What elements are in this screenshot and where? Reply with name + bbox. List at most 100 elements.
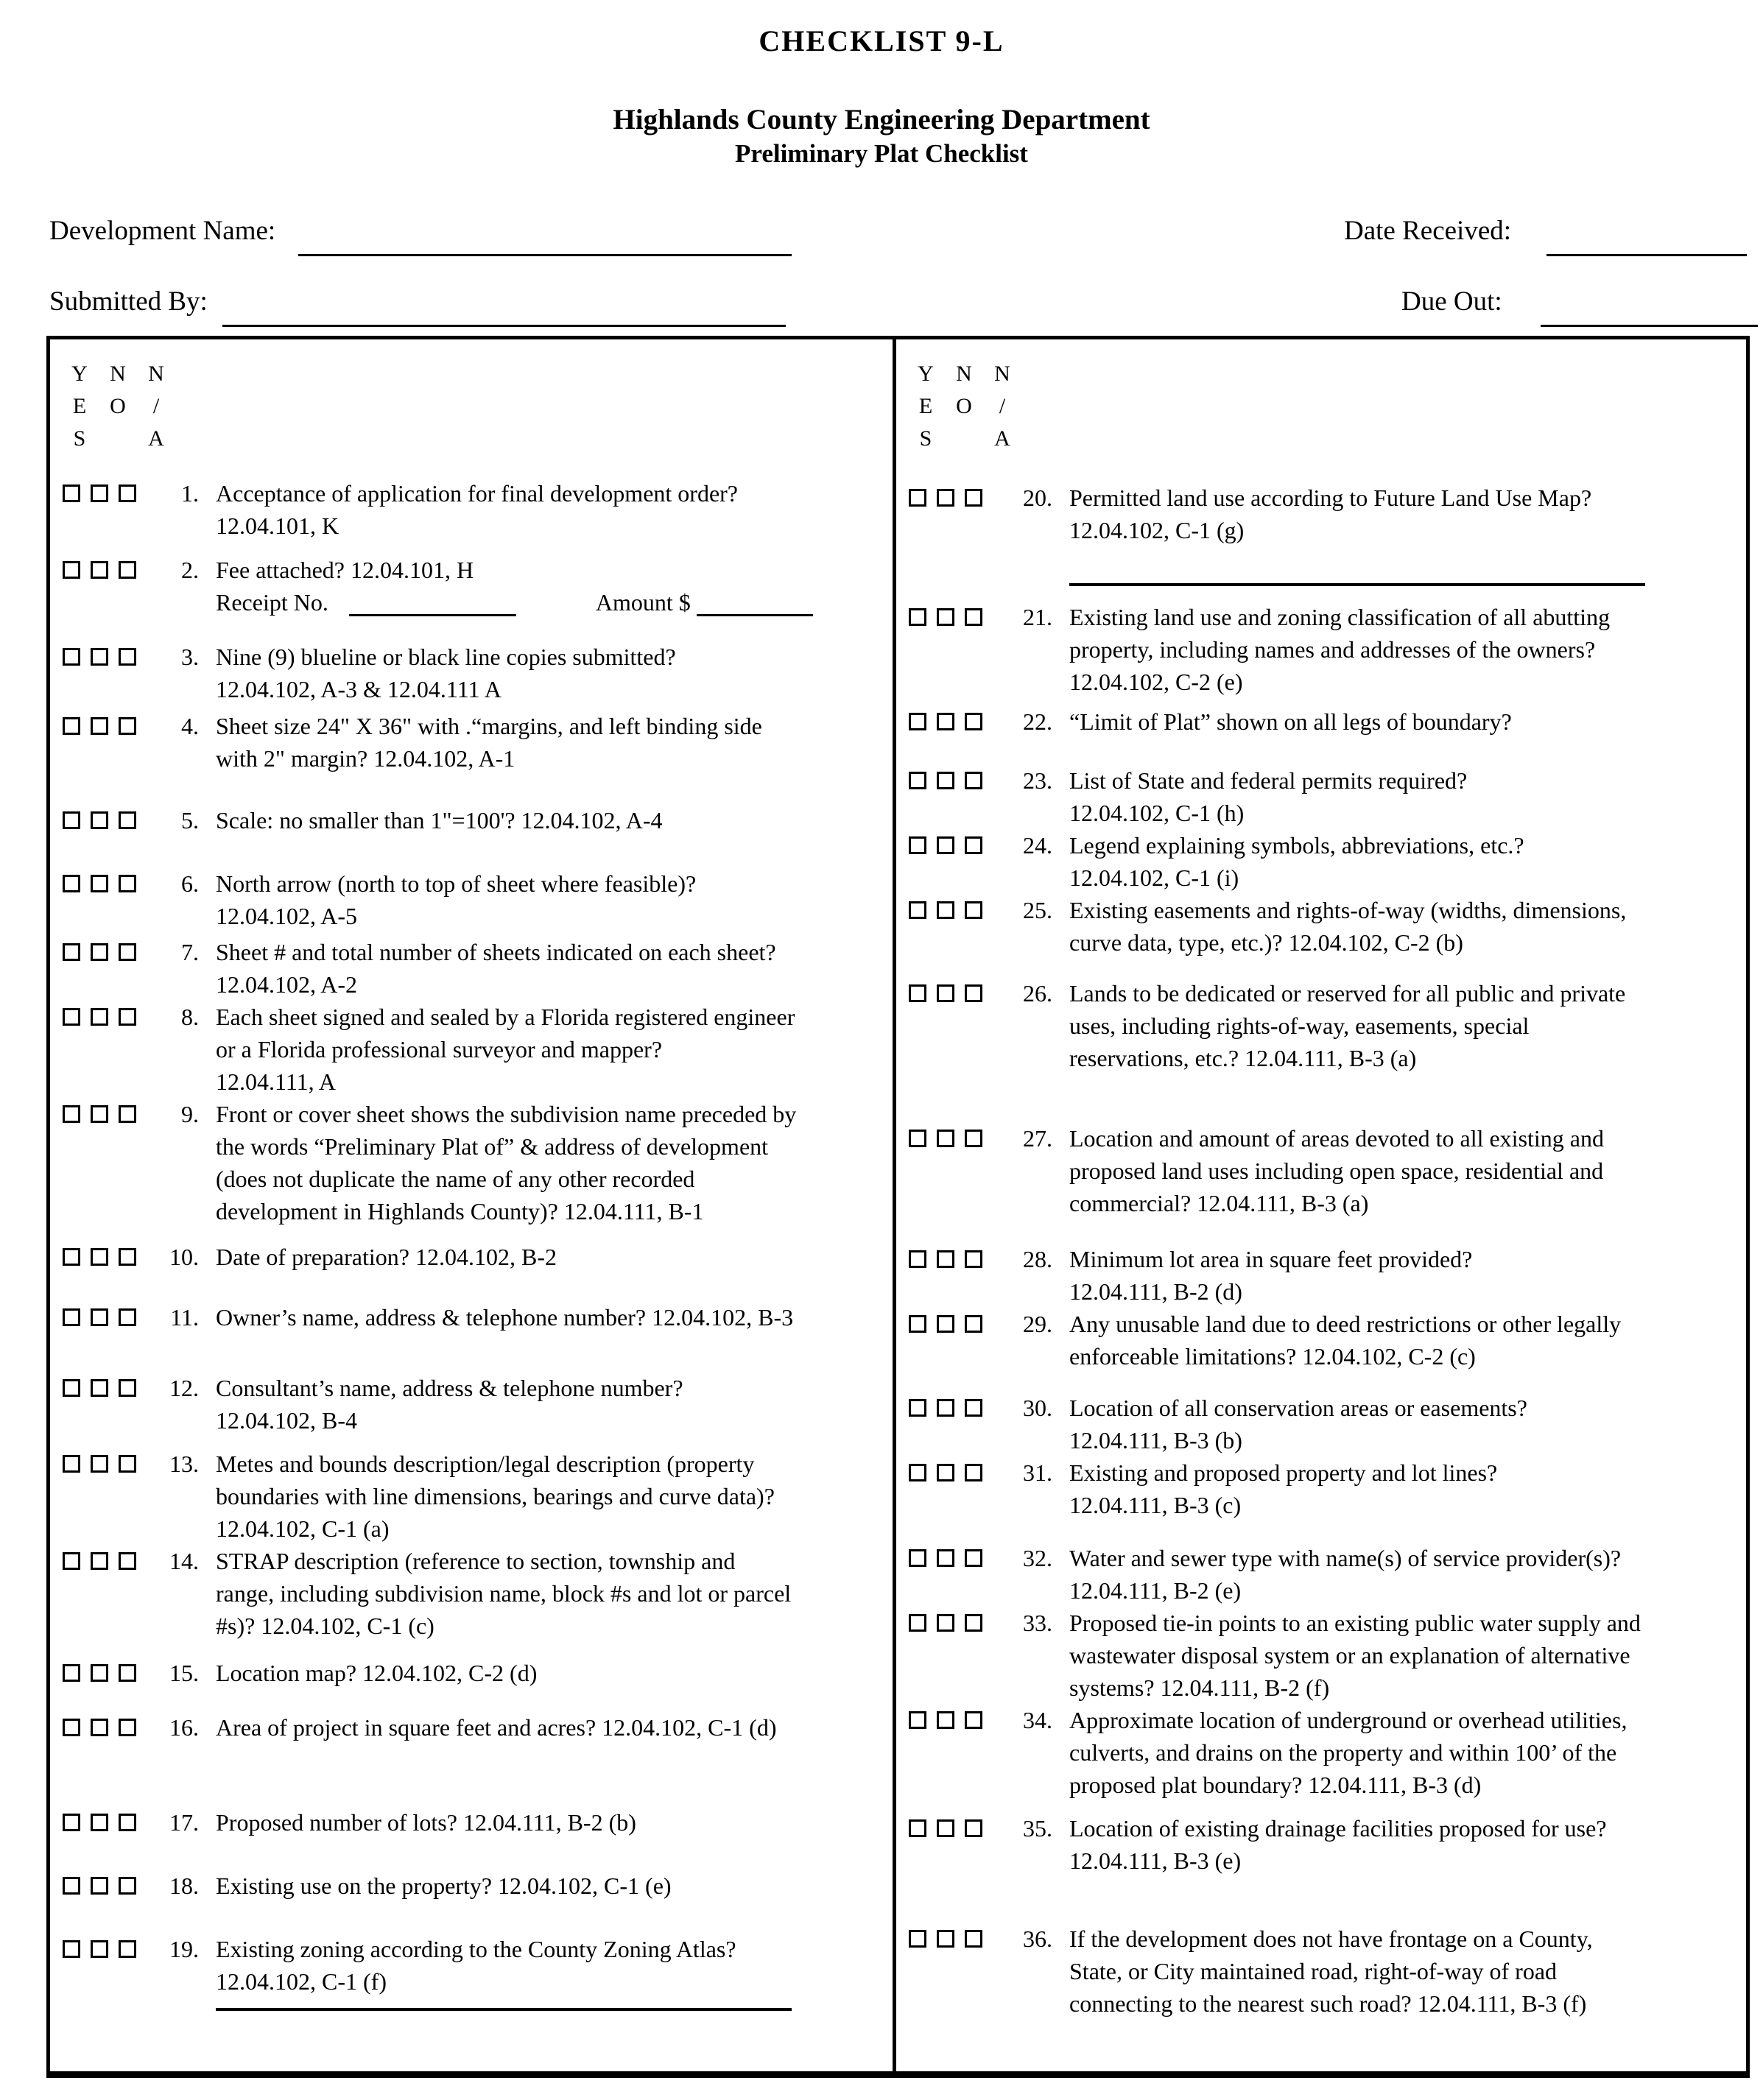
checkbox-na-item-24[interactable] [965,836,982,854]
checkbox-yes-item-4[interactable] [63,717,80,735]
checkbox-yes-item-28[interactable] [909,1250,926,1268]
checkbox-no-item-24[interactable] [937,836,954,854]
checkbox-na-item-3[interactable] [119,648,136,666]
receipt-no-line[interactable] [348,614,516,616]
checkbox-na-item-20[interactable] [965,489,982,507]
checkbox-yes-item-27[interactable] [909,1130,926,1147]
checkbox-na-item-4[interactable] [119,717,136,735]
due-out-line[interactable] [1541,323,1758,327]
checkbox-na-item-19[interactable] [119,1940,136,1958]
checkbox-no-item-12[interactable] [91,1379,108,1397]
checkbox-yes-item-36[interactable] [909,1930,926,1948]
checkbox-yes-item-35[interactable] [909,1819,926,1837]
checkbox-yes-item-25[interactable] [909,901,926,919]
checkbox-no-item-18[interactable] [91,1877,108,1895]
checkbox-no-item-27[interactable] [937,1130,954,1147]
checkbox-no-item-2[interactable] [91,561,108,579]
checkbox-no-item-32[interactable] [937,1549,954,1567]
submitted-by-line[interactable] [222,323,786,327]
checkbox-yes-item-29[interactable] [909,1315,926,1333]
checkbox-no-item-1[interactable] [91,485,108,502]
checkbox-na-item-13[interactable] [119,1455,136,1473]
checkbox-na-item-32[interactable] [965,1549,982,1567]
checkbox-yes-item-16[interactable] [63,1719,80,1736]
checkbox-no-item-36[interactable] [937,1930,954,1948]
checkbox-no-item-35[interactable] [937,1819,954,1837]
checkbox-na-item-25[interactable] [965,901,982,919]
checkbox-no-item-9[interactable] [91,1105,108,1123]
checkbox-no-item-10[interactable] [91,1248,108,1266]
checkbox-no-item-26[interactable] [937,984,954,1002]
checkbox-yes-item-3[interactable] [63,648,80,666]
checkbox-yes-item-17[interactable] [63,1814,80,1831]
checkbox-yes-item-9[interactable] [63,1105,80,1123]
checkbox-yes-item-22[interactable] [909,713,926,730]
checkbox-na-item-34[interactable] [965,1711,982,1729]
checkbox-na-item-35[interactable] [965,1819,982,1837]
checkbox-yes-item-10[interactable] [63,1248,80,1266]
checkbox-yes-item-32[interactable] [909,1549,926,1567]
checkbox-na-item-6[interactable] [119,875,136,892]
checkbox-na-item-8[interactable] [119,1008,136,1026]
checkbox-na-item-14[interactable] [119,1552,136,1570]
checkbox-no-item-34[interactable] [937,1711,954,1729]
checkbox-yes-item-7[interactable] [63,943,80,961]
checkbox-na-item-21[interactable] [965,608,982,626]
checkbox-no-item-13[interactable] [91,1455,108,1473]
checkbox-na-item-5[interactable] [119,811,136,829]
checkbox-no-item-5[interactable] [91,811,108,829]
checkbox-no-item-31[interactable] [937,1464,954,1481]
checkbox-no-item-33[interactable] [937,1614,954,1632]
checkbox-na-item-30[interactable] [965,1399,982,1417]
development-name-line[interactable] [298,253,792,256]
checkbox-na-item-7[interactable] [119,943,136,961]
checkbox-yes-item-26[interactable] [909,984,926,1002]
checkbox-yes-item-34[interactable] [909,1711,926,1729]
checkbox-no-item-28[interactable] [937,1250,954,1268]
checkbox-yes-item-12[interactable] [63,1379,80,1397]
checkbox-no-item-4[interactable] [91,717,108,735]
blank-answer-line-item-19[interactable] [216,2008,792,2011]
checkbox-yes-item-2[interactable] [63,561,80,579]
checkbox-yes-item-1[interactable] [63,485,80,502]
checkbox-no-item-16[interactable] [91,1719,108,1736]
checkbox-na-item-12[interactable] [119,1379,136,1397]
checkbox-na-item-29[interactable] [965,1315,982,1333]
checkbox-no-item-20[interactable] [937,489,954,507]
checkbox-no-item-19[interactable] [91,1940,108,1958]
checkbox-no-item-15[interactable] [91,1664,108,1682]
checkbox-na-item-1[interactable] [119,485,136,502]
checkbox-na-item-22[interactable] [965,713,982,730]
checkbox-na-item-15[interactable] [119,1664,136,1682]
checkbox-yes-item-33[interactable] [909,1614,926,1632]
checkbox-no-item-21[interactable] [937,608,954,626]
checkbox-yes-item-14[interactable] [63,1552,80,1570]
checkbox-na-item-31[interactable] [965,1464,982,1481]
date-received-line[interactable] [1546,253,1747,256]
checkbox-no-item-30[interactable] [937,1399,954,1417]
checkbox-yes-item-20[interactable] [909,489,926,507]
checkbox-yes-item-6[interactable] [63,875,80,892]
checkbox-na-item-36[interactable] [965,1930,982,1948]
checkbox-na-item-23[interactable] [965,772,982,789]
checkbox-yes-item-11[interactable] [63,1308,80,1326]
checkbox-yes-item-24[interactable] [909,836,926,854]
checkbox-no-item-3[interactable] [91,648,108,666]
checkbox-no-item-11[interactable] [91,1308,108,1326]
checkbox-yes-item-13[interactable] [63,1455,80,1473]
checkbox-yes-item-19[interactable] [63,1940,80,1958]
checkbox-na-item-26[interactable] [965,984,982,1002]
checkbox-yes-item-21[interactable] [909,608,926,626]
checkbox-na-item-11[interactable] [119,1308,136,1326]
checkbox-na-item-33[interactable] [965,1614,982,1632]
checkbox-yes-item-8[interactable] [63,1008,80,1026]
checkbox-no-item-22[interactable] [937,713,954,730]
checkbox-no-item-14[interactable] [91,1552,108,1570]
checkbox-no-item-8[interactable] [91,1008,108,1026]
checkbox-no-item-7[interactable] [91,943,108,961]
checkbox-na-item-9[interactable] [119,1105,136,1123]
checkbox-na-item-18[interactable] [119,1877,136,1895]
checkbox-yes-item-31[interactable] [909,1464,926,1481]
checkbox-no-item-25[interactable] [937,901,954,919]
checkbox-na-item-16[interactable] [119,1719,136,1736]
